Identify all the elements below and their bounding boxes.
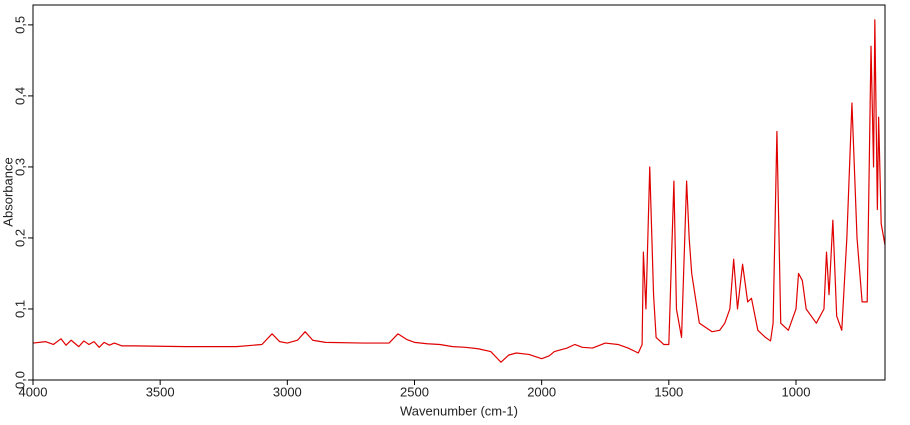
y-tick-label: 0,5 <box>12 16 27 34</box>
x-tick-label: 2500 <box>400 384 429 399</box>
x-tick-label: 1000 <box>782 384 811 399</box>
y-tick-label: 0,0 <box>12 371 27 389</box>
spectrum-line <box>32 19 886 363</box>
x-tick-label: 2000 <box>527 384 556 399</box>
x-tick-label: 3500 <box>146 384 175 399</box>
y-tick-label: 0,2 <box>12 229 27 247</box>
x-tick-label: 4000 <box>19 384 48 399</box>
y-tick-label: 0,4 <box>12 87 27 105</box>
y-tick-label: 0,3 <box>12 158 27 176</box>
y-axis-title: Absorbance <box>0 157 15 226</box>
plot-frame <box>32 4 886 381</box>
x-tick-label: 1500 <box>654 384 683 399</box>
y-tick-label: 0,1 <box>12 300 27 318</box>
x-axis-title: Wavenumber (cm-1) <box>400 403 518 418</box>
x-tick-label: 3000 <box>273 384 302 399</box>
